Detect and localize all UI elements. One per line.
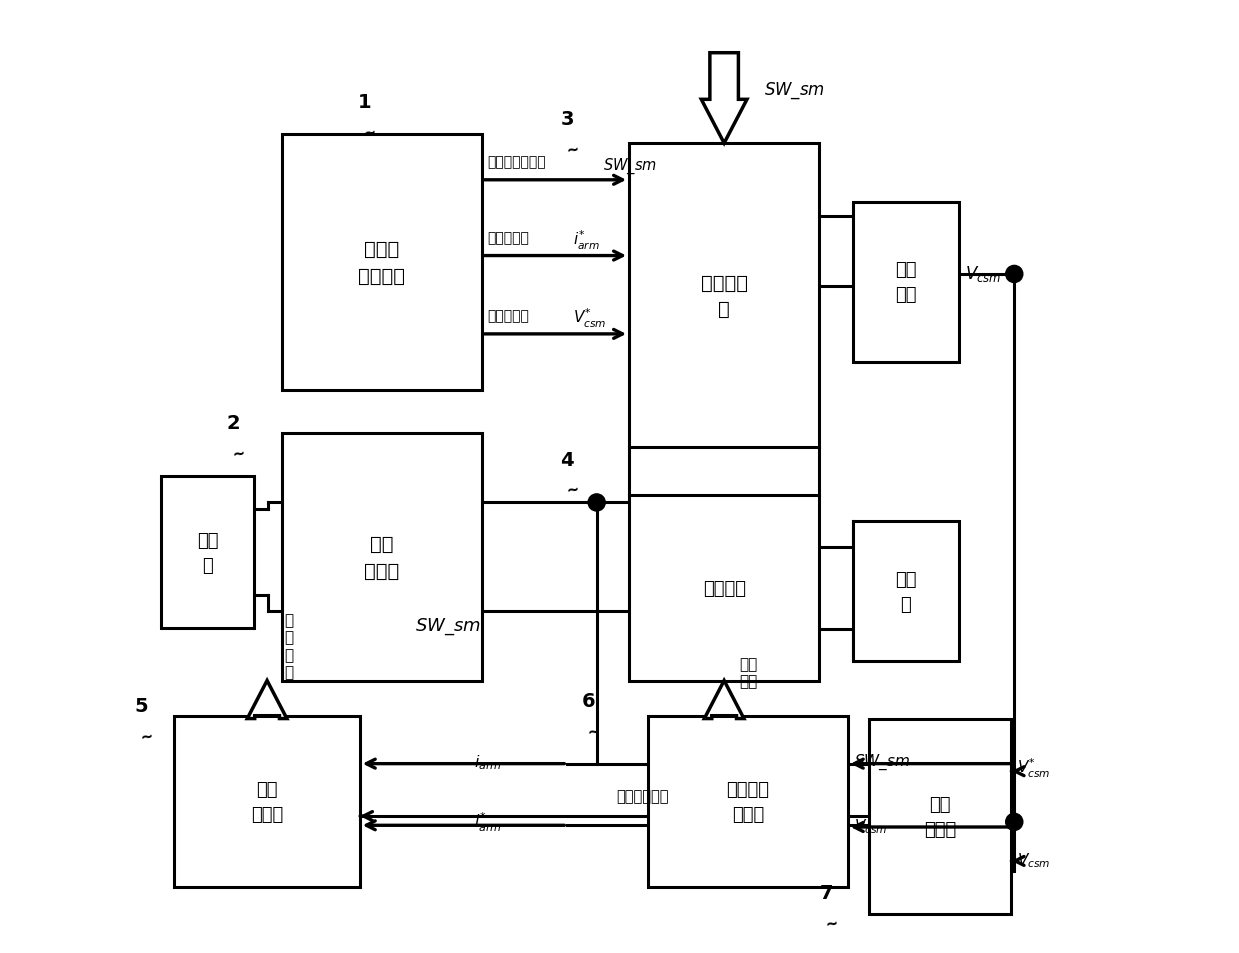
Text: 1: 1	[358, 92, 372, 112]
Text: 直流
源: 直流 源	[197, 531, 218, 574]
Polygon shape	[704, 680, 743, 719]
Text: $SW\_sm$: $SW\_sm$	[603, 156, 657, 176]
Polygon shape	[701, 53, 747, 144]
Text: $SW\_sm$: $SW\_sm$	[415, 616, 481, 637]
Text: $SW\_sm$: $SW\_sm$	[854, 752, 909, 771]
Text: $V_{csm}^{*}$: $V_{csm}^{*}$	[1017, 756, 1051, 779]
Text: ~: ~	[824, 915, 839, 931]
Bar	[629, 496, 819, 680]
Text: 待测子模
块: 待测子模 块	[700, 274, 747, 318]
Bar	[852, 521, 959, 661]
Circle shape	[1006, 266, 1023, 283]
Text: 电压
控制器: 电压 控制器	[924, 795, 957, 838]
Text: 变流器
系统模型: 变流器 系统模型	[358, 240, 405, 286]
Text: ~: ~	[586, 723, 601, 740]
Text: 6: 6	[581, 692, 595, 710]
Bar	[175, 716, 359, 887]
Text: ~: ~	[565, 142, 580, 158]
Bar	[648, 716, 847, 887]
Text: 电压
采样: 电压 采样	[895, 261, 917, 304]
Text: 直流
源: 直流 源	[895, 570, 917, 613]
Text: 辅助桥臂
控制器: 辅助桥臂 控制器	[726, 780, 769, 823]
Text: ~: ~	[232, 446, 247, 462]
Circle shape	[1006, 814, 1023, 831]
Text: ~: ~	[139, 728, 154, 744]
Text: 电压参考值: 电压参考值	[487, 309, 529, 323]
Text: 电流
控制器: 电流 控制器	[252, 780, 284, 823]
Text: 2: 2	[227, 414, 240, 433]
Bar	[161, 476, 254, 629]
Text: 3: 3	[560, 110, 574, 129]
Bar	[281, 434, 482, 680]
Text: ~: ~	[363, 125, 378, 141]
Text: 7: 7	[819, 883, 833, 902]
Bar	[852, 203, 959, 362]
Polygon shape	[248, 680, 287, 719]
Text: 控制
信号: 控制 信号	[740, 657, 757, 689]
Bar	[869, 719, 1011, 914]
Text: ~: ~	[565, 482, 580, 498]
Bar	[281, 134, 482, 391]
Circle shape	[589, 495, 605, 512]
Text: 电流参考值: 电流参考值	[487, 231, 529, 245]
Text: $V_{csm}$: $V_{csm}$	[854, 816, 887, 835]
Text: 控
制
信
号: 控 制 信 号	[284, 612, 294, 679]
Bar	[629, 144, 819, 448]
Text: $V_{csm}$: $V_{csm}$	[965, 264, 1001, 284]
Text: 电压调节信号: 电压调节信号	[617, 788, 669, 802]
Text: 半桥
逆变器: 半桥 逆变器	[364, 535, 399, 580]
Text: $V_{csm}$: $V_{csm}$	[1017, 850, 1051, 868]
Text: $V_{csm}^{*}$: $V_{csm}^{*}$	[572, 307, 606, 330]
Text: $i_{arm}^{*}$: $i_{arm}^{*}$	[475, 810, 502, 833]
Text: $i_{arm}^{*}$: $i_{arm}^{*}$	[572, 229, 600, 252]
Text: 5: 5	[134, 697, 147, 715]
Text: $SW\_sm$: $SW\_sm$	[764, 81, 825, 101]
Text: 子模块开关序列: 子模块开关序列	[487, 155, 546, 170]
Text: 辅助桥臂: 辅助桥臂	[703, 579, 746, 598]
Text: 4: 4	[560, 450, 574, 469]
Text: $i_{arm}$: $i_{arm}$	[475, 753, 502, 771]
